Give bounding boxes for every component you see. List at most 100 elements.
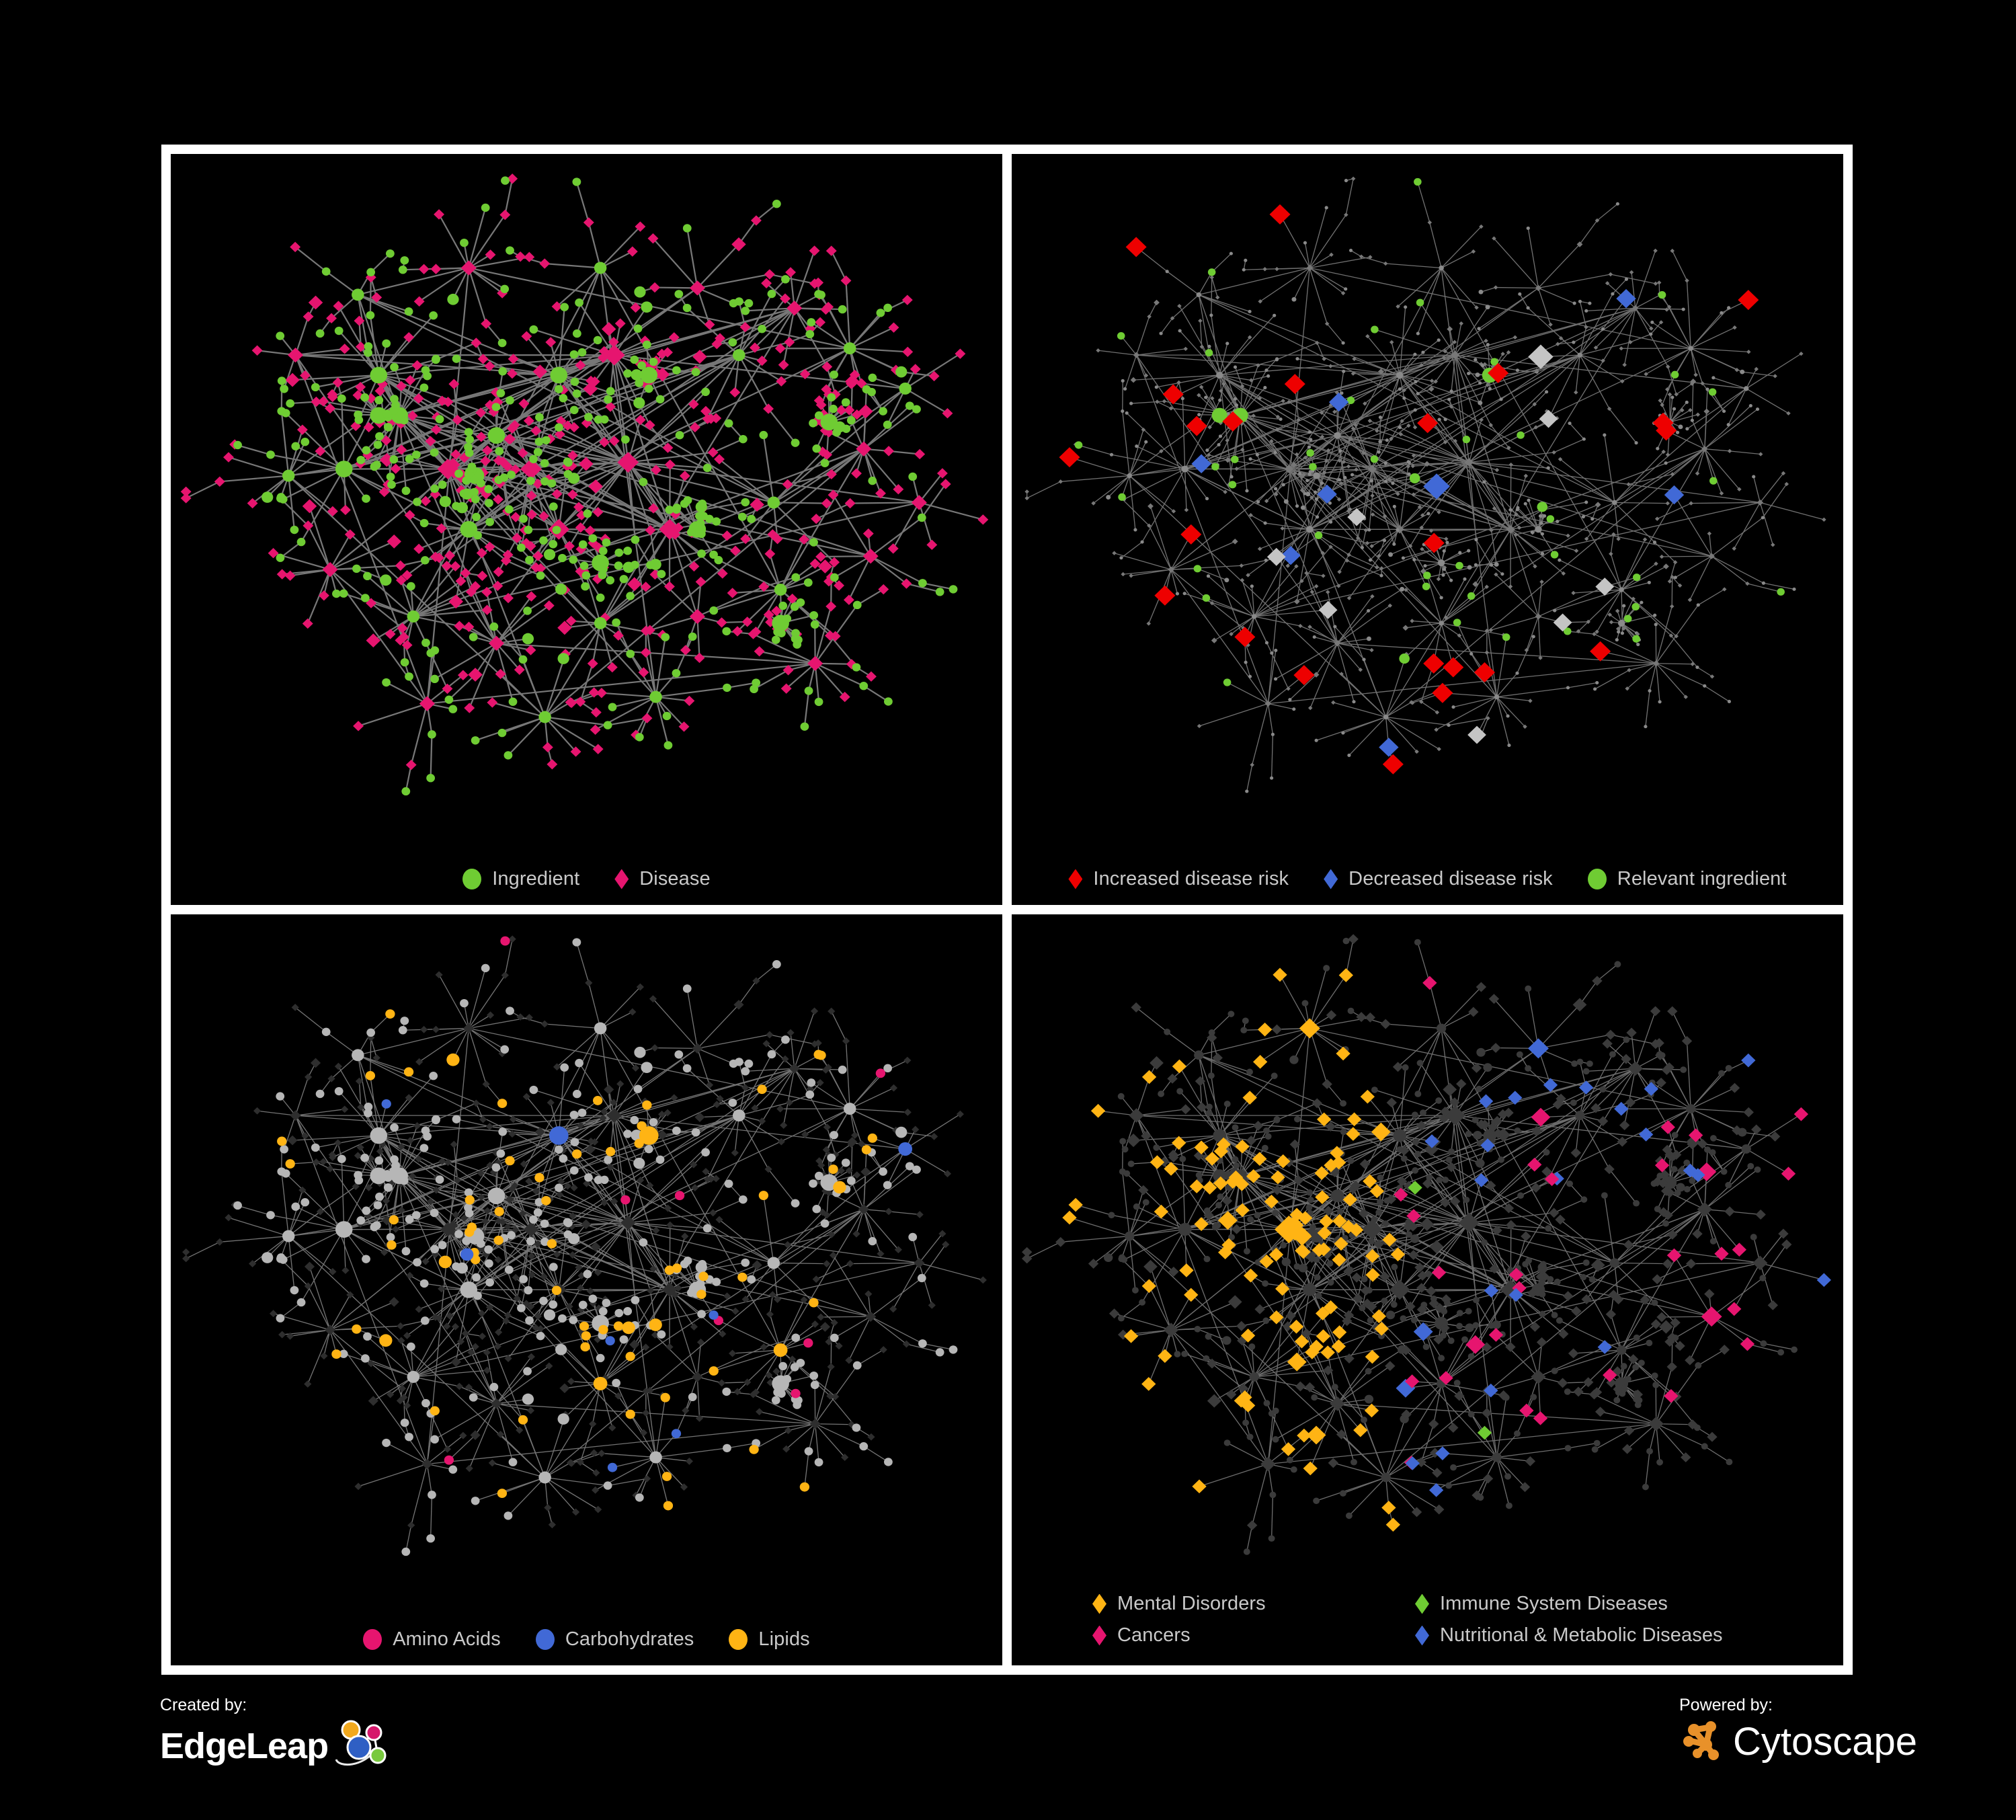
ingredient-node[interactable] [1553, 608, 1557, 612]
disease-node[interactable] [1556, 342, 1560, 346]
disease-node[interactable] [1566, 533, 1570, 538]
disease-node[interactable] [1688, 407, 1693, 413]
ingredient-node[interactable] [1572, 340, 1576, 344]
ingredient-node[interactable] [1703, 684, 1707, 688]
disease-node[interactable] [356, 1144, 364, 1152]
disease-node[interactable] [829, 1251, 838, 1259]
ingredient-node[interactable] [1297, 471, 1302, 476]
disease-node[interactable] [853, 1171, 861, 1179]
disease-node[interactable] [403, 1402, 411, 1409]
ingredient-node[interactable] [366, 311, 375, 320]
ingredient-node[interactable] [1422, 582, 1430, 590]
disease-node[interactable] [608, 1424, 616, 1431]
disease-node[interactable] [1625, 686, 1629, 691]
ingredient-node[interactable] [1755, 407, 1760, 411]
ingredient-node[interactable] [547, 479, 557, 488]
ingredient-node[interactable] [697, 549, 706, 558]
ingredient-node[interactable] [1159, 331, 1163, 335]
ingredient-node[interactable] [1517, 431, 1525, 439]
disease-node[interactable] [598, 352, 608, 363]
disease-node[interactable] [888, 322, 899, 333]
ingredient-node[interactable] [1295, 504, 1299, 508]
ingredient-node[interactable] [861, 1145, 872, 1154]
disease-node[interactable] [1419, 363, 1424, 368]
disease-node[interactable] [856, 441, 872, 457]
disease-node[interactable] [1595, 218, 1600, 223]
ingredient-node[interactable] [714, 555, 723, 565]
ingredient-node[interactable] [852, 600, 862, 610]
disease-node[interactable] [588, 479, 603, 493]
ingredient-node[interactable] [649, 1451, 662, 1464]
disease-node[interactable] [858, 404, 873, 419]
disease-node[interactable] [446, 1312, 454, 1320]
disease-node[interactable] [180, 486, 192, 497]
ingredient-node[interactable] [895, 366, 908, 378]
ingredient-node[interactable] [812, 1205, 821, 1214]
disease-node[interactable] [1631, 596, 1636, 601]
disease-node[interactable] [454, 621, 465, 631]
disease-node[interactable] [551, 301, 563, 312]
ingredient-node[interactable] [1540, 532, 1544, 536]
ingredient-node[interactable] [1650, 320, 1654, 324]
ingredient-node[interactable] [485, 518, 495, 526]
ingredient-node[interactable] [875, 1068, 886, 1078]
disease-node[interactable] [1674, 634, 1679, 639]
ingredient-node[interactable] [830, 370, 839, 379]
ingredient-node[interactable] [506, 1006, 514, 1015]
ingredient-node[interactable] [1409, 473, 1420, 484]
ingredient-node[interactable] [421, 638, 430, 647]
disease-node[interactable] [1112, 551, 1117, 555]
disease-node[interactable] [694, 652, 705, 664]
ingredient-node[interactable] [593, 1095, 603, 1105]
disease-node[interactable] [404, 510, 415, 520]
disease-node[interactable] [1209, 275, 1215, 280]
ingredient-node[interactable] [598, 1307, 608, 1316]
disease-node[interactable] [1669, 604, 1675, 609]
disease-node[interactable] [1436, 577, 1441, 582]
ingredient-node[interactable] [1581, 515, 1585, 519]
disease-node[interactable] [302, 499, 317, 514]
ingredient-node[interactable] [524, 525, 533, 535]
ingredient-node[interactable] [1672, 407, 1677, 411]
disease-node[interactable] [1257, 547, 1262, 551]
disease-node[interactable] [772, 1368, 780, 1376]
disease-node[interactable] [1732, 325, 1737, 330]
disease-node[interactable] [1668, 633, 1674, 638]
legend-item-increased-risk[interactable]: Increased disease risk [1068, 868, 1289, 890]
disease-node[interactable] [911, 495, 927, 510]
ingredient-node[interactable] [680, 1260, 689, 1269]
disease-node[interactable] [928, 370, 940, 382]
ingredient-node[interactable] [649, 1318, 662, 1331]
ingredient-node[interactable] [1382, 539, 1387, 543]
disease-node[interactable] [435, 1314, 443, 1322]
ingredient-node[interactable] [579, 561, 589, 570]
ingredient-node[interactable] [1527, 498, 1531, 502]
ingredient-node[interactable] [1458, 551, 1462, 555]
ingredient-node[interactable] [407, 1370, 420, 1383]
disease-node[interactable] [642, 1409, 650, 1417]
disease-node[interactable] [1321, 573, 1326, 578]
disease-node[interactable] [1548, 322, 1553, 327]
ingredient-node[interactable] [580, 1342, 590, 1352]
disease-node[interactable] [548, 1521, 556, 1529]
ingredient-node[interactable] [1421, 350, 1425, 354]
ingredient-node[interactable] [1252, 614, 1257, 619]
ingredient-node[interactable] [1624, 277, 1629, 281]
disease-node[interactable] [1665, 364, 1670, 369]
ingredient-node[interactable] [814, 411, 823, 420]
ingredient-node[interactable] [1485, 305, 1490, 310]
disease-node[interactable] [583, 1179, 591, 1187]
ingredient-node[interactable] [448, 705, 458, 713]
disease-node[interactable] [463, 1023, 475, 1034]
ingredient-node[interactable] [662, 711, 672, 721]
disease-node[interactable] [1488, 423, 1493, 428]
ingredient-node[interactable] [709, 550, 718, 559]
disease-node[interactable] [1328, 392, 1349, 412]
ingredient-node[interactable] [423, 372, 432, 381]
ingredient-node[interactable] [809, 419, 817, 428]
disease-node[interactable] [1727, 448, 1732, 454]
disease-node[interactable] [663, 1204, 672, 1212]
disease-node[interactable] [643, 1474, 651, 1482]
disease-node[interactable] [866, 671, 877, 682]
ingredient-node[interactable] [603, 721, 612, 729]
